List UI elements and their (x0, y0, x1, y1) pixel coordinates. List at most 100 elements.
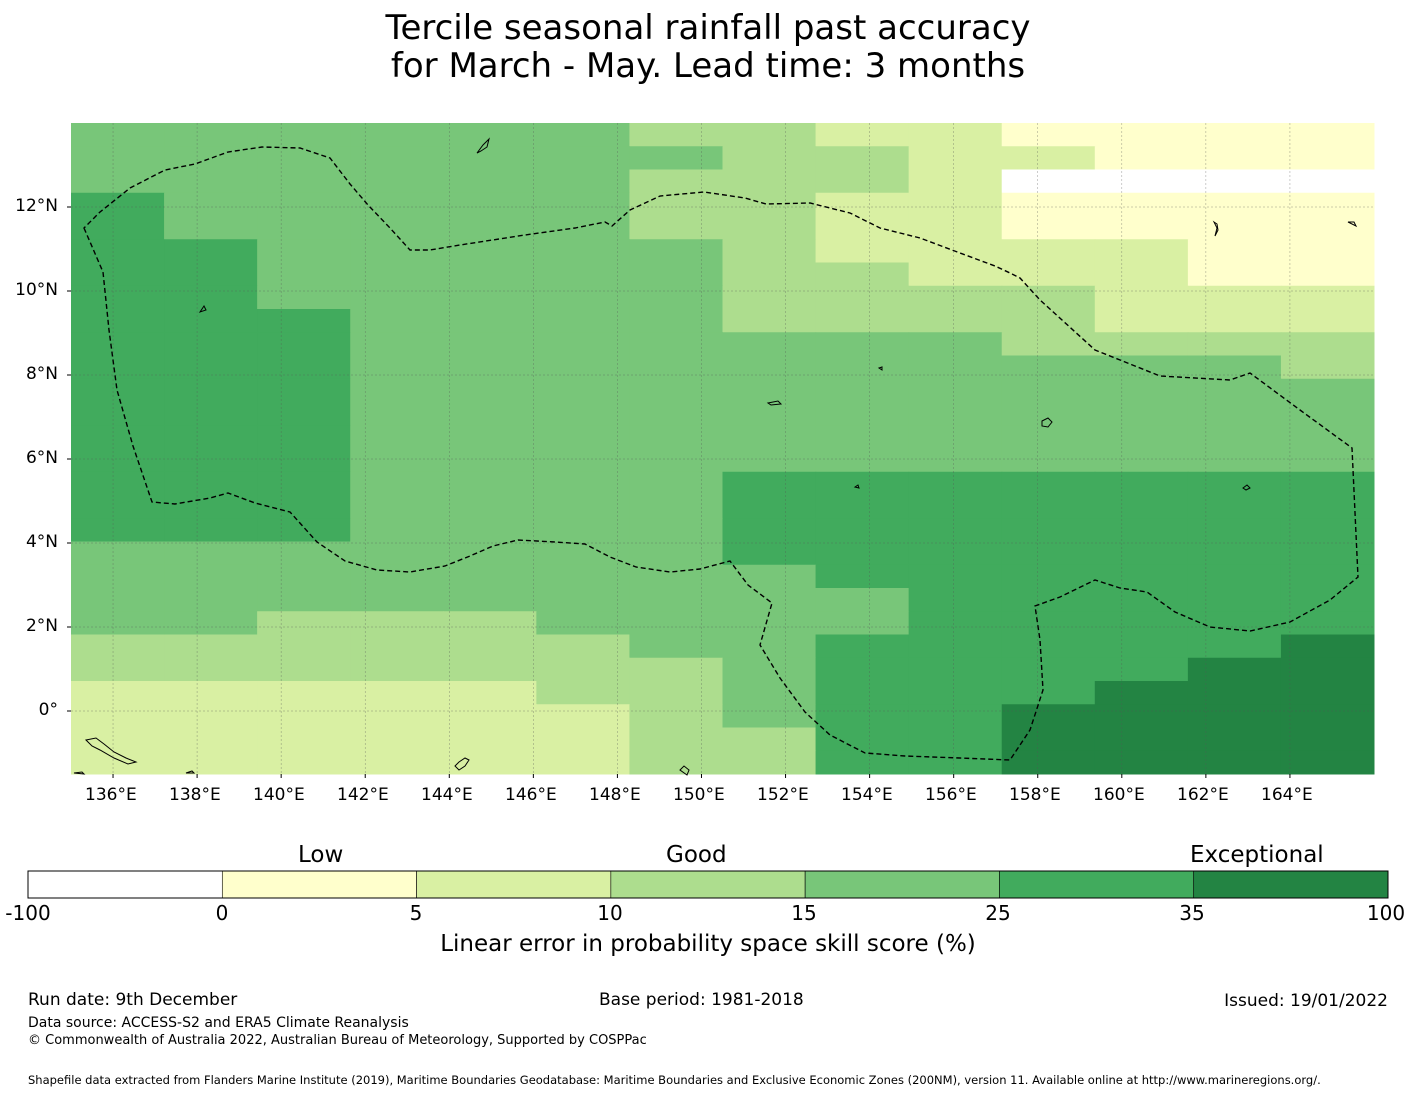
skill-cell (164, 611, 258, 635)
skill-cell (350, 355, 444, 380)
skill-cell (1280, 355, 1375, 380)
skill-cell (722, 495, 817, 519)
skill-cell (164, 123, 258, 147)
x-tick-label: 148°E (589, 785, 641, 805)
skill-cell (1187, 123, 1282, 147)
skill-cell (815, 448, 910, 473)
map-gridlines (71, 123, 1374, 774)
data-source: Data source: ACCESS-S2 and ERA5 Climate … (28, 1015, 409, 1031)
skill-cell (257, 355, 351, 380)
skill-cell (1094, 588, 1189, 612)
skill-cell (443, 750, 537, 775)
skill-cell (443, 192, 537, 217)
skill-cell (164, 216, 258, 240)
y-tick-label: 12°N (15, 196, 58, 216)
skill-cell (1280, 681, 1375, 705)
skill-cell (1280, 216, 1375, 240)
skill-cell (71, 541, 165, 566)
skill-cell (1280, 564, 1375, 589)
skill-cell (164, 704, 258, 728)
skill-cell (1187, 309, 1282, 333)
skill-cell (629, 355, 723, 380)
skill-cell (722, 355, 817, 380)
skill-cell (815, 332, 910, 356)
skill-cell (1187, 402, 1282, 426)
skill-cell (443, 216, 537, 240)
skill-cell (629, 285, 723, 310)
skill-cell (629, 192, 723, 217)
skill-cell (536, 378, 630, 403)
skill-cell (443, 448, 537, 473)
skill-cell (908, 216, 1003, 240)
skill-cell (1187, 518, 1282, 542)
skill-cell (164, 448, 258, 473)
skill-cell (71, 727, 165, 752)
colorbar-tick: 15 (791, 901, 817, 925)
skill-cell (350, 262, 444, 287)
skill-cell (71, 471, 165, 496)
skill-cell (1094, 402, 1189, 426)
skill-cell (722, 727, 817, 752)
skill-cell (1094, 309, 1189, 333)
skill-cell (629, 471, 723, 496)
skill-cell (164, 541, 258, 566)
skill-cell (350, 634, 444, 659)
skill-cell (629, 216, 723, 240)
skill-cell (443, 634, 537, 659)
skill-grid (71, 123, 1375, 775)
x-tick-label: 136°E (85, 785, 137, 805)
skill-cell (443, 146, 537, 170)
skill-cell (536, 495, 630, 519)
skill-cell (629, 378, 723, 403)
chart-title-line2: for March - May. Lead time: 3 months (390, 46, 1026, 86)
skill-cell (257, 518, 351, 542)
skill-cell (443, 588, 537, 612)
skill-cell (536, 285, 630, 310)
skill-cell (350, 611, 444, 635)
skill-cell (722, 425, 817, 449)
skill-cell (1280, 192, 1375, 217)
x-tick-label: 154°E (841, 785, 893, 805)
skill-cell (908, 657, 1003, 682)
skill-cell (257, 285, 351, 310)
skill-cell (536, 146, 630, 170)
skill-cell (71, 169, 165, 194)
skill-cell (722, 750, 817, 775)
skill-cell (1280, 495, 1375, 519)
skill-cell (257, 309, 351, 333)
skill-cell (1187, 495, 1282, 519)
colorbar-tick: 25 (985, 901, 1011, 925)
skill-cell (71, 704, 165, 728)
skill-cell (257, 657, 351, 682)
skill-cell (257, 611, 351, 635)
skill-cell (1094, 564, 1189, 589)
skill-cell (536, 657, 630, 682)
skill-cell (815, 216, 910, 240)
skill-cell (908, 541, 1003, 566)
skill-cell (1280, 541, 1375, 566)
skill-cell (536, 541, 630, 566)
skill-cell (71, 681, 165, 705)
skill-cell (629, 657, 723, 682)
skill-cell (722, 309, 817, 333)
skill-cell (443, 123, 537, 147)
skill-cell (536, 402, 630, 426)
y-tick-label: 2°N (25, 616, 58, 636)
skill-cell (1094, 704, 1189, 728)
skill-cell (1001, 216, 1096, 240)
island-outline (454, 757, 470, 771)
skill-cell (1001, 634, 1096, 659)
skill-cell (164, 309, 258, 333)
y-tick-label: 4°N (25, 532, 58, 552)
skill-cell (443, 239, 537, 263)
skill-cell (350, 425, 444, 449)
skill-cell (1280, 634, 1375, 659)
skill-cell (350, 541, 444, 566)
skill-cell (1280, 402, 1375, 426)
skill-cell (257, 378, 351, 403)
skill-cell (722, 588, 817, 612)
skill-cell (164, 402, 258, 426)
x-axis-ticks (112, 774, 1291, 778)
x-tick-label: 162°E (1177, 785, 1229, 805)
skill-cell (815, 611, 910, 635)
